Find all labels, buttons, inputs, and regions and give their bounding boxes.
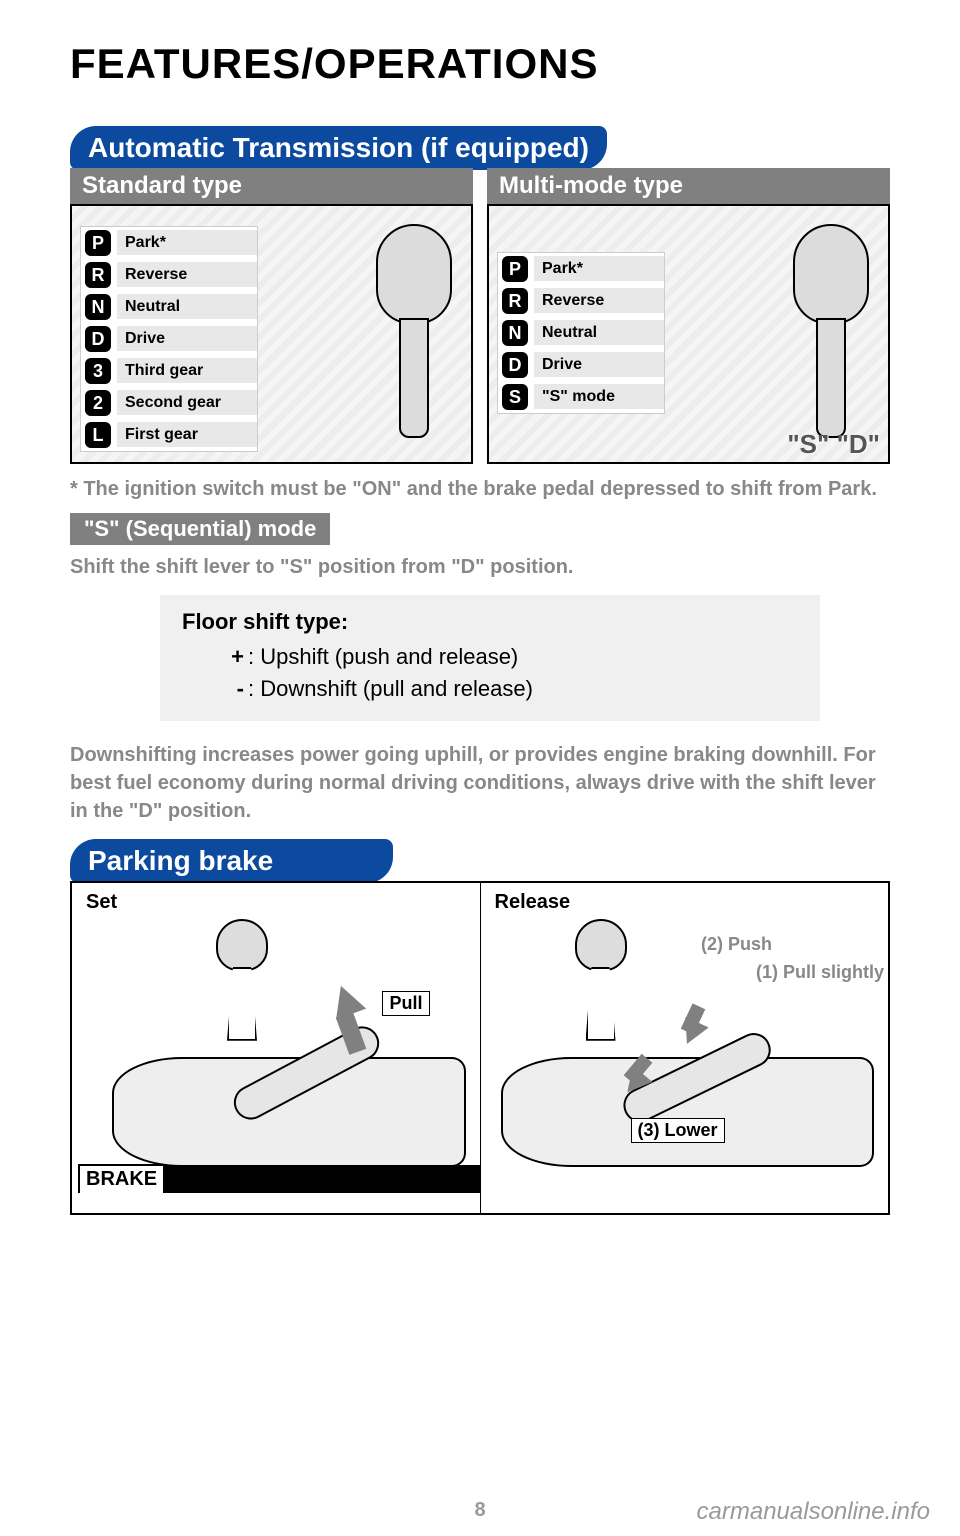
shift-knob-icon — [371, 224, 457, 444]
lower-callout: (3) Lower — [631, 1118, 725, 1143]
gear-badge: L — [85, 422, 111, 448]
gear-label: First gear — [117, 422, 257, 448]
arrow-icon — [675, 1016, 708, 1049]
downshift-text: : Downshift (pull and release) — [248, 676, 533, 701]
gear-badge: D — [85, 326, 111, 352]
gear-label: Second gear — [117, 390, 257, 416]
gear-badge: 2 — [85, 390, 111, 416]
gear-label: Drive — [534, 352, 664, 378]
gear-badge: 3 — [85, 358, 111, 384]
gear-label: Third gear — [117, 358, 257, 384]
push-callout: (2) Push — [695, 933, 778, 956]
shift-knob-icon — [788, 224, 874, 444]
gear-badge: P — [85, 230, 111, 256]
upshift-text: : Upshift (push and release) — [248, 644, 518, 669]
page-title: FEATURES/OPERATIONS — [70, 40, 890, 88]
standard-gear-list: PPark* RReverse NNeutral DDrive 3Third g… — [80, 226, 258, 452]
section-header-parking: Parking brake — [70, 839, 393, 883]
gear-label: Park* — [534, 256, 664, 282]
parking-set-panel: Set Pull BRAKE — [72, 883, 480, 1213]
gear-badge: R — [502, 288, 528, 314]
section-header-transmission: Automatic Transmission (if equipped) — [70, 126, 607, 170]
multi-mode-heading: Multi-mode type — [487, 168, 890, 204]
shift-knob-icon — [212, 919, 272, 1039]
multi-mode-panel: PPark* RReverse NNeutral DDrive S"S" mod… — [487, 204, 890, 464]
gear-label: Park* — [117, 230, 257, 256]
floor-shift-title: Floor shift type: — [182, 609, 798, 635]
gear-badge: N — [502, 320, 528, 346]
s-d-label: "S" "D" — [787, 429, 880, 460]
gear-label: Reverse — [117, 262, 257, 288]
gear-badge: D — [502, 352, 528, 378]
downshift-symbol: - — [222, 673, 244, 705]
gear-badge: R — [85, 262, 111, 288]
parking-release-panel: Release (2) Push (1) Pull slightly (3) L… — [480, 883, 889, 1213]
gear-badge: N — [85, 294, 111, 320]
s-mode-heading: "S" (Sequential) mode — [70, 513, 330, 545]
brake-label: BRAKE — [78, 1164, 165, 1193]
gear-label: "S" mode — [534, 384, 664, 410]
gear-label: Reverse — [534, 288, 664, 314]
gear-label: Neutral — [534, 320, 664, 346]
standard-type-heading: Standard type — [70, 168, 473, 204]
gear-badge: P — [502, 256, 528, 282]
gear-badge: S — [502, 384, 528, 410]
shift-knob-icon — [571, 919, 631, 1039]
set-tag: Set — [78, 889, 125, 916]
gear-label: Drive — [117, 326, 257, 352]
multi-gear-list: PPark* RReverse NNeutral DDrive S"S" mod… — [497, 252, 665, 414]
gear-label: Neutral — [117, 294, 257, 320]
park-footnote: * The ignition switch must be "ON" and t… — [70, 476, 890, 503]
parking-brake-panel: Set Pull BRAKE Release (2) Push (1) Pull… — [70, 881, 890, 1215]
arrow-icon — [326, 980, 366, 1019]
floor-shift-box: Floor shift type: +: Upshift (push and r… — [160, 595, 820, 721]
pull-slightly-callout: (1) Pull slightly — [750, 961, 888, 984]
standard-panel: PPark* RReverse NNeutral DDrive 3Third g… — [70, 204, 473, 464]
s-mode-intro: Shift the shift lever to "S" position fr… — [70, 553, 890, 581]
pull-callout: Pull — [382, 991, 429, 1016]
watermark: carmanualsonline.info — [697, 1498, 930, 1526]
upshift-symbol: + — [222, 641, 244, 673]
s-mode-outro: Downshifting increases power going uphil… — [70, 741, 890, 825]
release-tag: Release — [487, 889, 579, 916]
